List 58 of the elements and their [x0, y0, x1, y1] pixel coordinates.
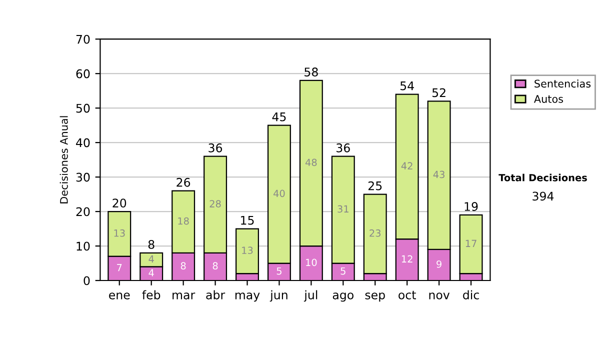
data-label: 40: [274, 190, 285, 198]
data-label: 4: [148, 255, 154, 262]
total-label: 26: [176, 178, 190, 187]
x-tick-label: jun: [270, 290, 288, 302]
total-label: 36: [208, 143, 222, 152]
data-label: 9: [436, 260, 442, 268]
data-label: 12: [402, 255, 412, 262]
y-tick-label: 50: [76, 104, 90, 113]
data-label: 18: [178, 217, 189, 225]
data-label: 43: [433, 170, 444, 178]
total-label: 52: [432, 88, 446, 98]
data-label: 4: [148, 269, 154, 276]
data-label: 23: [370, 229, 381, 237]
x-tick-label: ene: [109, 292, 130, 300]
x-tick-label: may: [235, 292, 260, 302]
y-axis-title: Decisiones Anual: [60, 116, 68, 204]
data-label: 13: [114, 229, 125, 237]
x-tick-label: sep: [365, 292, 385, 302]
total-label: 45: [272, 112, 286, 122]
data-label: 42: [401, 162, 412, 170]
y-tick-label: 20: [76, 207, 90, 216]
y-tick-label: 0: [84, 276, 90, 286]
data-label: 13: [242, 246, 253, 254]
data-label: 10: [306, 258, 317, 266]
y-tick-label: 70: [76, 34, 90, 44]
total-label: 19: [464, 202, 478, 211]
x-tick-label: oct: [398, 290, 416, 300]
legend-label: Sentencias: [534, 80, 591, 88]
data-label: 48: [305, 158, 317, 166]
y-tick-label: 60: [76, 69, 90, 78]
total-label: 8: [148, 240, 154, 249]
data-label: 8: [180, 262, 186, 270]
data-label: 5: [340, 267, 346, 275]
data-label: 7: [117, 264, 122, 272]
total-label: 36: [336, 143, 350, 152]
y-tick-label: 40: [76, 138, 90, 148]
total-label: 25: [368, 181, 382, 190]
text: 394: [532, 192, 554, 201]
x-tick-label: abr: [206, 290, 226, 300]
data-label: 8: [212, 262, 218, 270]
data-label: 17: [466, 240, 476, 247]
total-label: 20: [112, 198, 126, 208]
total-label: 58: [304, 68, 318, 76]
x-tick-label: ago: [332, 292, 354, 302]
y-tick-label: 30: [76, 172, 90, 182]
data-label: 28: [210, 200, 221, 208]
data-label: 31: [338, 205, 348, 213]
x-tick-label: nov: [429, 292, 450, 300]
x-tick-label: feb: [142, 290, 160, 300]
x-tick-label: jul: [304, 290, 318, 302]
legend-label: Autos: [534, 95, 564, 103]
x-tick-label: mar: [172, 292, 196, 300]
total-label: 15: [241, 216, 254, 225]
total-label: 54: [400, 81, 414, 90]
text: Total Decisiones: [498, 174, 587, 182]
data-label: 5: [276, 267, 282, 275]
x-tick-label: dic: [463, 290, 479, 300]
y-tick-label: 10: [76, 242, 90, 251]
